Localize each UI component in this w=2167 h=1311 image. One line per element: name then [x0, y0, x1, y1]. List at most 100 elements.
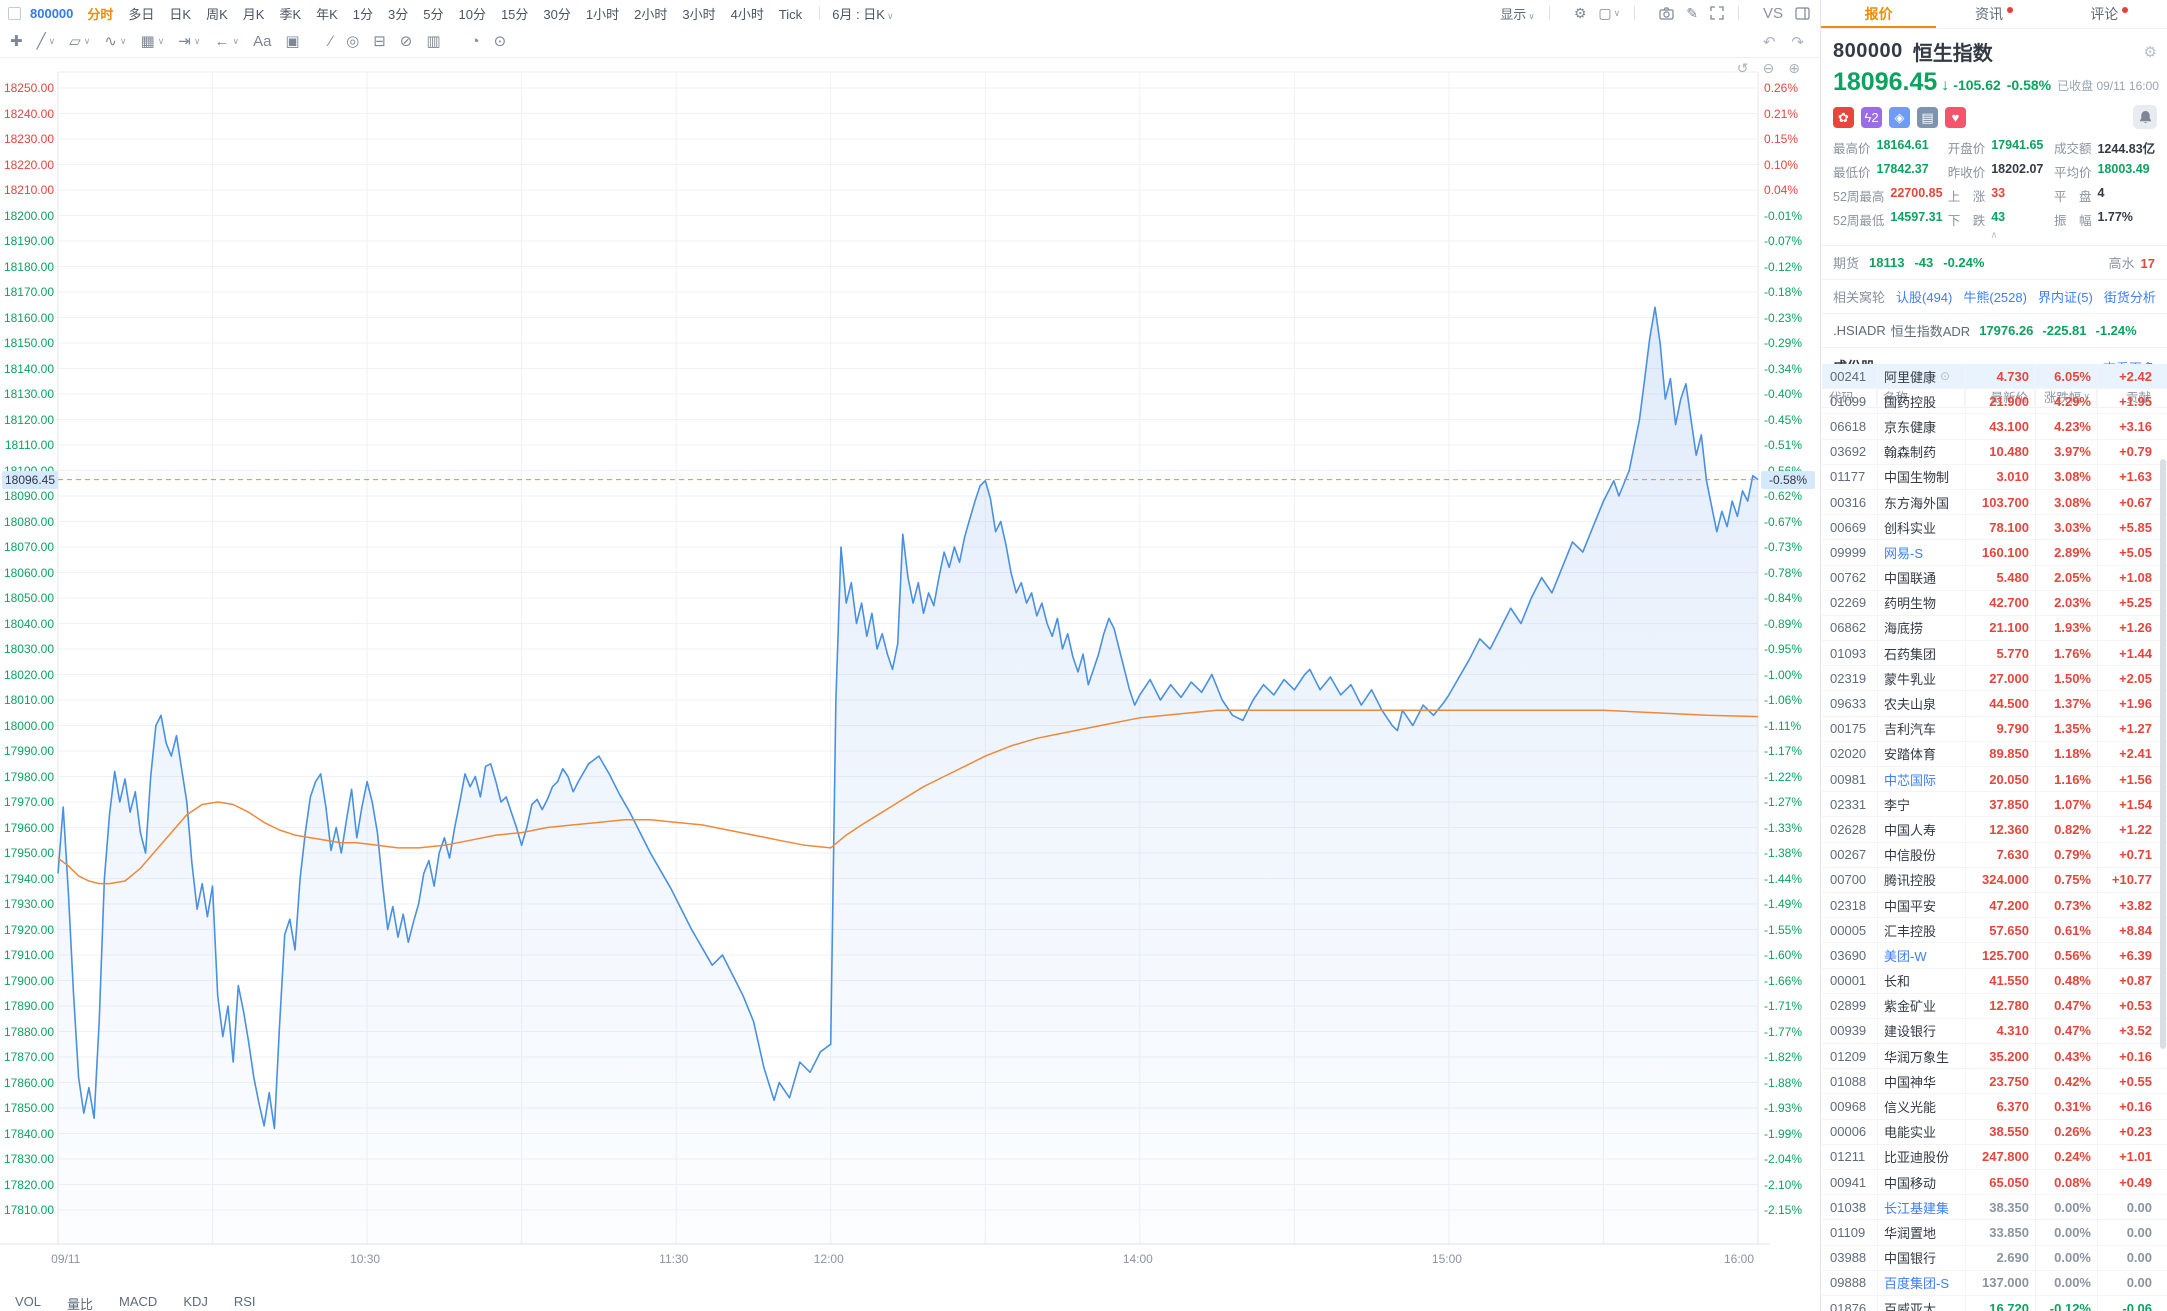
symbol-code[interactable]: 800000 [30, 5, 74, 21]
table-row-00968[interactable]: 00968 信义光能 6.370 0.31% +0.16 [1822, 1094, 2167, 1120]
table-row-02319[interactable]: 02319 蒙牛乳业 27.000 1.50% +2.05 [1822, 666, 2167, 692]
period-button-30分[interactable]: 30分 [543, 6, 571, 22]
table-row-03988[interactable]: 03988 中国银行 2.690 0.00% 0.00 [1822, 1245, 2167, 1271]
slash-tool-icon[interactable]: ∕ [329, 33, 333, 50]
level2-icon[interactable]: ϟ2 [1861, 106, 1882, 128]
table-row-00939[interactable]: 00939 建设银行 4.310 0.47% +3.52 [1822, 1018, 2167, 1045]
table-row-00981[interactable]: 00981 中芯国际 20.050 1.16% +1.56 [1822, 767, 2167, 793]
delete-drawings-icon[interactable]: ▥ [426, 33, 441, 50]
compare-icon[interactable]: ◔ [470, 33, 480, 50]
table-row-03690[interactable]: 03690 美团-W 125.700 0.56% +6.39 [1822, 943, 2167, 969]
period-button-周K[interactable]: 周K [206, 6, 228, 22]
period-button-5分[interactable]: 5分 [423, 6, 444, 22]
table-row-00669[interactable]: 00669 创科实业 78.100 3.03% +5.85 [1822, 515, 2167, 541]
table-row-02899[interactable]: 02899 紫金矿业 12.780 0.47% +0.53 [1822, 993, 2167, 1019]
indicator-tab-RSI[interactable]: RSI [233, 1294, 256, 1309]
table-row-02318[interactable]: 02318 中国平安 47.200 0.73% +3.82 [1822, 892, 2167, 919]
column-name[interactable]: 名称 [1877, 385, 1965, 407]
indicator-tab-VOL[interactable]: VOL [15, 1294, 42, 1309]
intraday-chart[interactable]: 18250.00 18240.00 18230.00 18220.00 18210.00… [0, 58, 1820, 1311]
table-row-00001[interactable]: 00001 长和 41.550 0.48% +0.87 [1822, 968, 2167, 994]
hide-drawings-icon[interactable]: ⊘ [399, 33, 413, 50]
table-row-01876[interactable]: 01876 百威亚太 16.720 -0.12% -0.06 [1822, 1295, 2167, 1311]
favorite-heart-icon[interactable]: ♥ [1945, 106, 1966, 128]
table-row-02269[interactable]: 02269 药明生物 42.700 2.03% +5.25 [1822, 590, 2167, 616]
period-button-年K[interactable]: 年K [316, 6, 338, 22]
table-row-01209[interactable]: 01209 华润万象生 35.200 0.43% +0.16 [1822, 1044, 2167, 1070]
table-row-01038[interactable]: 01038 长江基建集 38.350 0.00% 0.00 [1822, 1195, 2167, 1221]
warrant-link[interactable]: 认股(494) [1896, 290, 1953, 305]
fullscreen-icon[interactable] [1710, 6, 1724, 20]
table-row-00005[interactable]: 00005 汇丰控股 57.650 0.61% +8.84 [1822, 918, 2167, 944]
rect-tool-icon[interactable]: ▣ [285, 33, 300, 50]
table-row-01088[interactable]: 01088 中国神华 23.750 0.42% +0.55 [1822, 1069, 2167, 1095]
period-button-1小时[interactable]: 1小时 [585, 6, 620, 22]
snapshot-icon[interactable]: ⊙ [493, 33, 507, 50]
tag-icon[interactable]: ◈ [1889, 106, 1910, 128]
camera-icon[interactable] [1659, 6, 1674, 20]
table-row-06862[interactable]: 06862 海底捞 21.100 1.93% +1.26 [1822, 615, 2167, 642]
period-button-月K[interactable]: 月K [242, 6, 265, 22]
table-row-02628[interactable]: 02628 中国人寿 12.360 0.82% +1.22 [1822, 817, 2167, 843]
move-tool-icon[interactable]: ✚ [10, 33, 23, 50]
table-row-09888[interactable]: 09888 百度集团-S 137.000 0.00% 0.00 [1822, 1270, 2167, 1296]
measure-tool-icon[interactable]: ⇥ ∨ [178, 33, 201, 50]
column-contribution[interactable]: 贡献 [2125, 390, 2151, 405]
indicator-tab-量比[interactable]: 量比 [67, 1297, 94, 1311]
table-row-01177[interactable]: 01177 中国生物制 3.010 3.08% +1.63 [1822, 464, 2167, 490]
warrant-link[interactable]: 街货分析 [2103, 290, 2156, 305]
table-row-01211[interactable]: 01211 比亚迪股份 247.800 0.24% +1.01 [1822, 1144, 2167, 1170]
table-row-00006[interactable]: 00006 电能实业 38.550 0.26% +0.23 [1822, 1119, 2167, 1145]
redo-icon[interactable]: ↷ [1791, 33, 1804, 51]
period-button-1分[interactable]: 1分 [352, 6, 374, 22]
table-row-01099[interactable]: 01099 国药控股 21.900 4.29% +1.95 [1822, 389, 2167, 415]
table-row-00241[interactable]: 00241 阿里健康 ⊙ 4.730 6.05% +2.42 [1822, 364, 2167, 390]
period-button-季K[interactable]: 季K [279, 6, 302, 22]
table-row-01093[interactable]: 01093 石药集团 5.770 1.76% +1.44 [1822, 641, 2167, 667]
undo-icon[interactable]: ↶ [1762, 33, 1776, 51]
period-button-15分[interactable]: 15分 [500, 6, 529, 22]
reset-zoom-icon[interactable]: ↺ [1736, 60, 1749, 76]
alert-bell-icon[interactable] [2133, 105, 2157, 129]
magnet-tool-icon[interactable]: ◎ [346, 33, 360, 50]
period-button-4小时[interactable]: 4小时 [730, 6, 764, 22]
column-change-percent-sort[interactable]: 涨跌幅 ∨ [2035, 385, 2097, 407]
table-row-02331[interactable]: 02331 李宁 37.850 1.07% +1.54 [1822, 792, 2167, 818]
table-row-09633[interactable]: 09633 农夫山泉 44.500 1.37% +1.96 [1822, 691, 2167, 717]
table-scrollbar[interactable] [2160, 459, 2166, 1049]
arrow-tool-icon[interactable]: ← ∨ [214, 33, 240, 50]
table-row-03692[interactable]: 03692 翰森制药 10.480 3.97% +0.79 [1822, 439, 2167, 465]
pencil-icon[interactable]: ✎ [1686, 4, 1698, 21]
compare-vs-button[interactable]: VS [1762, 4, 1783, 22]
hk-market-icon[interactable]: ✿ [1833, 106, 1854, 128]
indicator-tab-MACD[interactable]: MACD [119, 1294, 158, 1309]
panel-tab-报价[interactable]: 报价 [1821, 0, 1937, 28]
period-button-10分[interactable]: 10分 [458, 6, 486, 22]
zoom-out-icon[interactable]: ⊖ [1762, 60, 1775, 76]
period-button-Tick[interactable]: Tick [778, 6, 803, 22]
column-code[interactable]: 代码 [1821, 385, 1877, 407]
panel-tab-评论[interactable]: 评论 [2052, 0, 2167, 28]
layout-select-icon[interactable]: ▢ ∨ [1598, 4, 1621, 21]
period-button-分时[interactable]: 分时 [87, 6, 114, 22]
table-row-09999[interactable]: 09999 网易-S 160.100 2.89% +5.05 [1822, 540, 2167, 566]
column-price[interactable]: 最新价 [1965, 385, 2035, 407]
checkbox-icon[interactable] [8, 6, 21, 20]
warrant-link[interactable]: 界内证(5) [2037, 290, 2093, 305]
table-row-02020[interactable]: 02020 安踏体育 89.850 1.18% +2.41 [1822, 741, 2167, 767]
shapes-tool-icon[interactable]: ▱ ∨ [69, 33, 91, 50]
period-preset-button[interactable]: 6月 : 日K ∨ [832, 6, 894, 22]
period-button-日K[interactable]: 日K [169, 6, 192, 22]
panel-settings-gear-icon[interactable]: ⚙ [2143, 43, 2157, 61]
trendline-tool-icon[interactable]: ╱ ∨ [36, 33, 56, 50]
continuous-draw-icon[interactable]: ⊟ [373, 33, 386, 50]
display-menu-button[interactable]: 显示 ∨ [1500, 6, 1535, 22]
period-button-2小时[interactable]: 2小时 [634, 6, 668, 22]
pattern-tool-icon[interactable]: ▦ ∨ [140, 33, 165, 50]
table-row-00316[interactable]: 00316 东方海外国 103.700 3.08% +0.67 [1822, 489, 2167, 516]
panel-tab-资讯[interactable]: 资讯 [1936, 0, 2051, 28]
warrant-link[interactable]: 牛熊(2528) [1963, 290, 2027, 305]
indicator-tab-KDJ[interactable]: KDJ [183, 1294, 208, 1309]
side-panel-icon[interactable] [1795, 6, 1810, 20]
period-button-3分[interactable]: 3分 [388, 6, 409, 22]
